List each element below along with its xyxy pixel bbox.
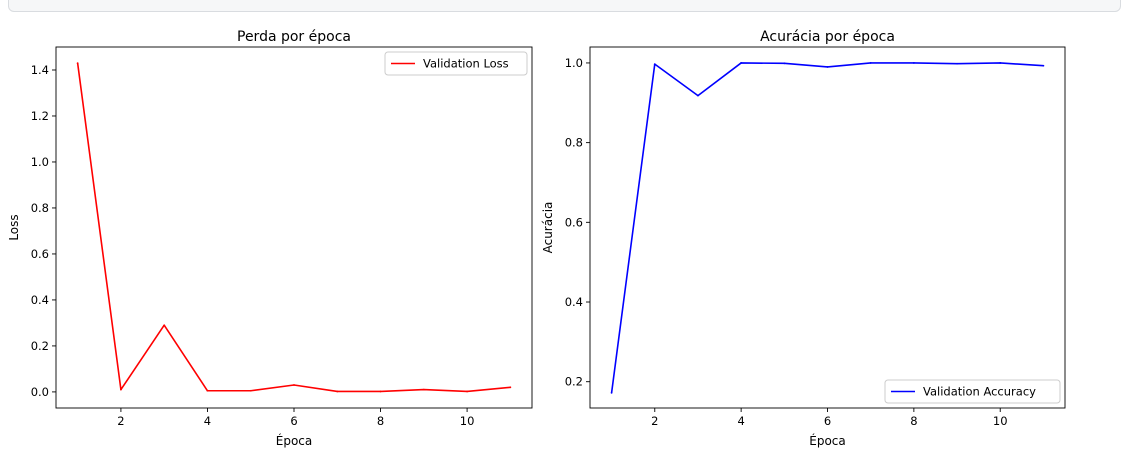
y-tick-label: 0.6 <box>565 215 583 229</box>
x-tick-label: 4 <box>737 414 744 428</box>
notebook-cell-frame <box>0 0 1127 14</box>
data-point <box>379 390 382 393</box>
plot-frame <box>589 46 1066 409</box>
chart-title: Acurácia por época <box>760 29 895 45</box>
y-tick-label: 0.8 <box>31 201 49 215</box>
x-tick-label: 8 <box>910 414 917 428</box>
data-point <box>869 62 872 64</box>
y-tick-label: 0.0 <box>31 385 49 399</box>
x-tick-label: 10 <box>460 414 475 428</box>
x-axis-label: Época <box>809 433 846 448</box>
data-point <box>999 62 1002 64</box>
x-tick-label: 2 <box>651 414 658 428</box>
chart-panel-1: Perda por época 2 4 6 8 10 0.0 0.2 0.4 0.6 0.8 1.0 1… <box>7 29 533 448</box>
data-point <box>120 388 122 391</box>
data-point <box>697 94 699 97</box>
plot-frame <box>55 46 533 409</box>
y-tick-label: 1.0 <box>565 56 583 70</box>
y-tick-label: 0.2 <box>565 375 583 389</box>
data-point <box>466 390 468 393</box>
cell-output-border <box>8 0 1121 12</box>
y-tick-label: 1.0 <box>31 155 49 169</box>
data-point <box>610 391 613 394</box>
data-point <box>653 63 656 66</box>
y-tick-label: 1.2 <box>31 109 49 123</box>
y-tick-label: 1.4 <box>31 63 49 77</box>
x-tick-label: 6 <box>824 414 831 428</box>
y-tick-label: 0.8 <box>565 136 583 150</box>
legend-box <box>884 379 1061 404</box>
legend-label: Validation Accuracy <box>923 385 1036 399</box>
data-point <box>956 62 958 65</box>
x-tick-label: 8 <box>377 414 384 428</box>
data-point <box>336 390 339 393</box>
legend-box <box>384 51 528 76</box>
data-point <box>509 386 512 389</box>
y-axis-label: Loss <box>7 214 21 240</box>
data-point <box>740 62 743 64</box>
legend-label: Validation Loss <box>423 57 509 71</box>
chart-title: Perda por época <box>237 29 351 45</box>
data-point <box>293 384 295 386</box>
x-axis-label: Época <box>276 433 313 448</box>
data-point <box>783 62 786 65</box>
y-tick-label: 0.2 <box>31 339 49 353</box>
y-tick-label: 0.6 <box>31 247 49 261</box>
y-tick-label: 0.4 <box>565 295 583 309</box>
x-tick-label: 6 <box>290 414 297 428</box>
data-point <box>76 62 79 64</box>
data-point <box>163 324 166 327</box>
data-point <box>826 66 829 68</box>
x-tick-label: 2 <box>117 414 124 428</box>
data-point <box>206 389 209 392</box>
chart-panel-2: Acurácia por época 2 4 6 8 10 0.2 0.4 0.6 0.8 1.0 É… <box>541 29 1066 448</box>
x-tick-label: 10 <box>993 414 1008 428</box>
y-axis-label: Acurácia <box>541 202 555 254</box>
data-point <box>249 389 252 392</box>
data-point <box>912 62 915 64</box>
legend: Validation Accuracy <box>884 379 1061 404</box>
x-tick-label: 4 <box>204 414 211 428</box>
y-tick-label: 0.4 <box>31 293 49 307</box>
legend: Validation Loss <box>384 51 528 76</box>
data-point <box>1042 64 1045 67</box>
data-point <box>422 388 425 391</box>
